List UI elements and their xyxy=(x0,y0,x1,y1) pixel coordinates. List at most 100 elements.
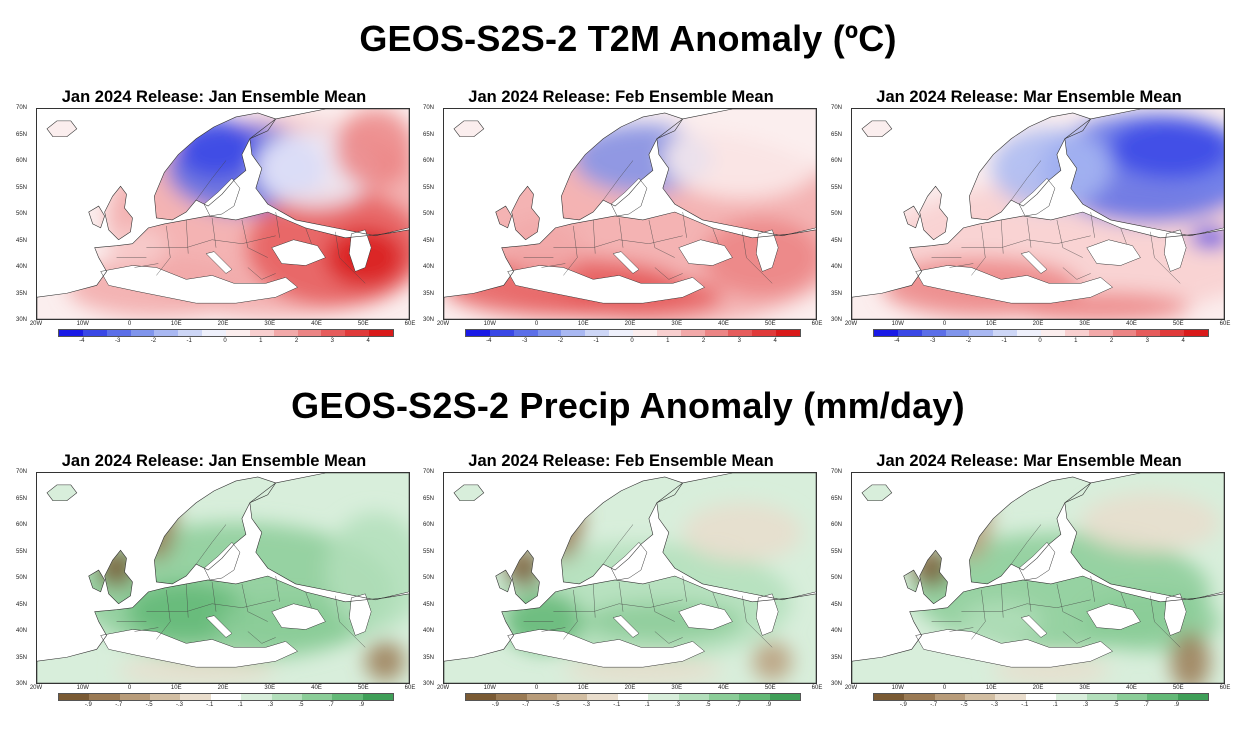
map-canvas xyxy=(444,473,816,683)
colorbar-swatch xyxy=(609,330,634,336)
colorbar-label: .5 xyxy=(1113,702,1119,708)
country-border xyxy=(648,219,675,258)
lon-label: 50E xyxy=(764,321,776,327)
lat-label: 35N xyxy=(16,290,28,297)
colorbar-swatch xyxy=(466,330,490,336)
colorbar-label: 4 xyxy=(366,338,370,344)
lat-label: 45N xyxy=(16,601,28,608)
map-canvas xyxy=(852,109,1224,319)
anomaly-region xyxy=(1080,492,1221,553)
colorbar-swatch xyxy=(1160,330,1185,336)
colorbar-label: -2 xyxy=(557,338,564,344)
colorbar-swatch xyxy=(585,330,610,336)
lon-label: 20E xyxy=(624,321,636,327)
colorbar-label: -.9 xyxy=(84,702,92,708)
lat-label: 45N xyxy=(831,601,843,608)
colorbar-swatch xyxy=(226,330,250,336)
colorbar-label: -.7 xyxy=(522,702,530,708)
colorbar-label: 3 xyxy=(1145,338,1150,344)
precip-map-mar xyxy=(851,472,1225,684)
colorbar-swatch xyxy=(526,694,558,700)
lon-label: 20E xyxy=(217,321,229,327)
colorbar xyxy=(58,693,394,701)
colorbar-swatch xyxy=(934,694,966,700)
colorbar-swatch xyxy=(1147,694,1178,700)
coastline xyxy=(656,473,816,601)
lat-label: 60N xyxy=(16,522,28,528)
colorbar-swatch xyxy=(59,330,83,336)
water-body xyxy=(205,615,233,638)
precip-map-feb xyxy=(443,472,817,684)
colorbar-label: 1 xyxy=(1074,338,1078,344)
water-body xyxy=(205,251,233,274)
coastline xyxy=(88,205,105,229)
colorbar-swatch xyxy=(345,330,370,336)
water-body xyxy=(349,593,372,636)
coastline xyxy=(104,185,133,241)
lat-label: 50N xyxy=(16,211,28,217)
colorbar-label: -.1 xyxy=(1021,702,1029,708)
lon-label: 20E xyxy=(1032,321,1044,327)
country-border xyxy=(654,267,683,280)
colorbar-label: .9 xyxy=(766,702,772,708)
colorbar-swatch xyxy=(728,330,753,336)
colorbar-swatch xyxy=(1017,330,1042,336)
lon-label: 10W xyxy=(891,321,904,327)
colorbar-swatch xyxy=(59,694,90,700)
country-border xyxy=(195,160,227,201)
colorbar-label: 3 xyxy=(737,338,742,344)
anomaly-region xyxy=(1190,227,1224,248)
lat-label: 40N xyxy=(831,264,843,270)
country-border xyxy=(648,583,675,622)
colorbar-swatch xyxy=(537,330,562,336)
country-border xyxy=(602,524,634,565)
colorbar-swatch xyxy=(106,330,131,336)
country-border xyxy=(961,599,1091,612)
water-body xyxy=(1018,541,1056,581)
lat-label: 30N xyxy=(423,681,435,687)
colorbar xyxy=(873,693,1209,701)
colorbar-label: 3 xyxy=(330,338,335,344)
colorbar-label: -.3 xyxy=(990,702,998,708)
country-border xyxy=(211,217,217,248)
colorbar-swatch xyxy=(89,694,120,700)
water-body xyxy=(100,265,299,304)
coastline xyxy=(919,185,948,241)
country-border xyxy=(602,160,634,201)
lat-label: 40N xyxy=(16,628,28,634)
colorbar-label: -.7 xyxy=(930,702,938,708)
lon-label: 50E xyxy=(357,321,369,327)
anomaly-region xyxy=(662,118,816,199)
anomaly-region xyxy=(365,641,406,682)
panel-title: Jan 2024 Release: Mar Ensemble Mean xyxy=(876,88,1182,106)
panel-title: Jan 2024 Release: Mar Ensemble Mean xyxy=(876,452,1182,470)
lat-label: 70N xyxy=(831,105,843,111)
colorbar-label: 4 xyxy=(1181,338,1185,344)
country-border xyxy=(563,589,578,640)
country-border xyxy=(275,211,280,238)
country-border xyxy=(156,589,171,640)
lat-label: 60N xyxy=(831,522,843,528)
colorbar-label: .1 xyxy=(237,702,243,708)
colorbar-swatch xyxy=(739,694,770,700)
country-border xyxy=(156,225,171,276)
colorbar-label: -.5 xyxy=(145,702,153,708)
country-border xyxy=(185,219,189,254)
lat-label: 35N xyxy=(831,290,843,297)
lat-label: 30N xyxy=(16,317,28,323)
country-border xyxy=(541,627,566,632)
water-body xyxy=(349,229,372,272)
colorbar-swatch xyxy=(130,330,155,336)
panel-title: Jan 2024 Release: Jan Ensemble Mean xyxy=(61,88,367,106)
colorbar-label: -.3 xyxy=(582,702,590,708)
coastline xyxy=(37,575,409,683)
country-border xyxy=(134,263,159,268)
colorbar-swatch xyxy=(557,694,588,700)
country-border xyxy=(1090,211,1095,238)
coastline xyxy=(969,476,1092,585)
colorbar-swatch xyxy=(678,694,709,700)
map-canvas xyxy=(37,109,409,319)
water-body xyxy=(1018,177,1056,217)
country-border xyxy=(1150,595,1181,648)
country-border xyxy=(712,591,719,608)
